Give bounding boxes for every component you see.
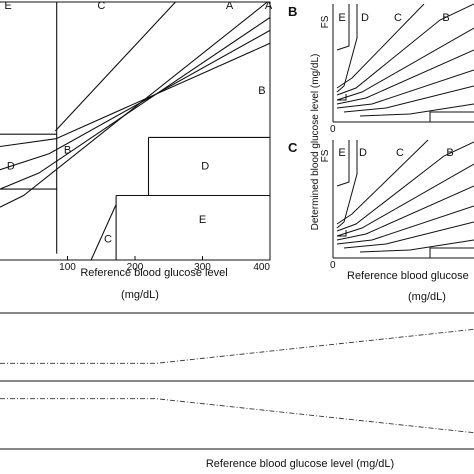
zone-boundary-line: [0, 17, 271, 190]
x-tick-label: 100: [59, 262, 76, 273]
zone-boundary-line: [0, 29, 271, 171]
panel-d: Reference blood glucose level (mg/dL): [0, 312, 474, 470]
x-tick-label: 400: [253, 262, 270, 273]
panel-c-zone-lines: [336, 139, 474, 258]
panel-c-y-label: FS: [320, 149, 331, 162]
panel-d-x-axis-label: Reference blood glucose level (mg/dL): [206, 458, 394, 470]
panel-b-y-label: FS: [320, 15, 331, 28]
series-line: [0, 328, 474, 364]
panel-a-zone-boundaries: [0, 1, 271, 261]
zone-label: E: [4, 0, 11, 12]
zone-label: C: [97, 0, 105, 12]
panel-b-zone-label: C: [394, 12, 402, 24]
panel-c-zone-label: E: [338, 147, 345, 159]
panel-c-zone-label: C: [396, 147, 404, 159]
panel-c: C FS 0 E D C B: [288, 139, 474, 271]
panel-b-zone-label: D: [361, 12, 369, 24]
panel-c-zone-label: D: [359, 147, 367, 159]
zone-label: D: [201, 160, 209, 172]
zone-label: C: [104, 233, 112, 245]
panel-c-zone-labels: E D C B: [338, 147, 453, 159]
zone-label: E: [199, 214, 206, 226]
panel-b-zone-label: E: [338, 12, 345, 24]
panel-b-letter: B: [288, 4, 297, 19]
zone-label: A: [226, 0, 234, 12]
x-tick-label: 200: [127, 262, 144, 273]
panel-a-frame: [0, 1, 271, 261]
panel-a-x-axis-unit: (mg/dL): [121, 289, 159, 301]
zone-boundary-line: [0, 42, 271, 148]
panel-d-series: [0, 328, 474, 434]
x-tick-label: 300: [194, 262, 211, 273]
panel-bc-x-axis-label: Reference blood glucose: [347, 270, 469, 282]
panel-a-zone-labels: A A B B C C D D E E: [4, 0, 273, 245]
panel-b-zone-lines: [336, 3, 474, 122]
panel-c-origin: 0: [330, 260, 336, 271]
panel-b-zone-labels: E D C B: [338, 12, 449, 24]
panel-c-zone-label: B: [446, 147, 453, 159]
panel-b-zone-label: B: [442, 12, 449, 24]
panel-a: A A B B C C D D E E 100 200 300 400 Reference blood …: [0, 0, 273, 301]
panel-b-origin: 0: [330, 124, 336, 135]
panel-a-x-axis-label: Reference blood glucose level: [80, 267, 227, 279]
panel-a-x-ticks: 100 200 300 400: [59, 256, 271, 273]
panel-bc-x-axis-unit: (mg/dL): [408, 291, 446, 303]
panel-bc-y-axis-label: Determined blood glucose level (mg/dL): [310, 54, 321, 231]
zone-label: B: [258, 85, 265, 97]
zone-boundary-line: [0, 1, 268, 208]
zone-label: B: [64, 144, 71, 156]
panel-c-letter: C: [288, 140, 298, 155]
zone-label: D: [7, 160, 15, 172]
zone-label: A: [265, 0, 273, 12]
panel-b: B FS 0 E D C B: [288, 3, 474, 135]
zone-boundary-line: [90, 204, 117, 261]
zone-boundary-line: [54, 1, 176, 132]
series-line: [0, 398, 474, 434]
